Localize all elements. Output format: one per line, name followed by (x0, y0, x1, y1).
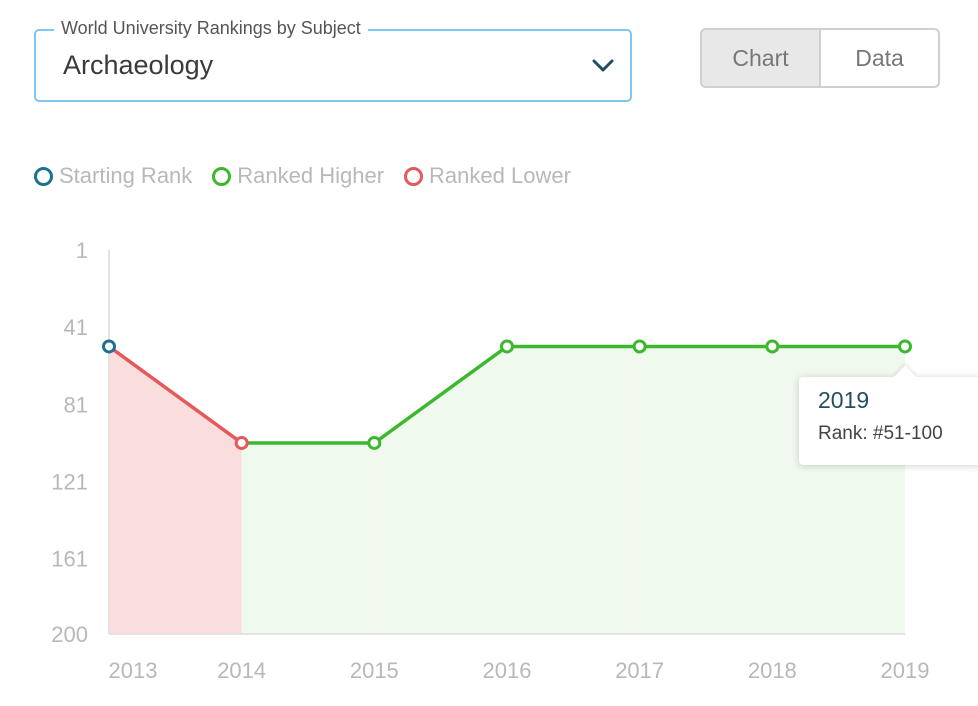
chart-legend: Starting Rank Ranked Higher Ranked Lower (34, 162, 591, 190)
data-point-2016 (500, 339, 514, 354)
x-tick-label-2013: 2013 (109, 658, 158, 683)
area-segment-2015 (374, 346, 507, 634)
data-view-button[interactable]: Data (855, 44, 904, 71)
chart-tooltip: 2019 Rank: #51-100 (799, 365, 978, 465)
legend-marker-ranked-higher (212, 166, 232, 186)
y-tick-label-200: 200 (51, 622, 88, 647)
line-segment-2015-2016 (372, 344, 509, 445)
x-tick-label-2018: 2018 (748, 658, 797, 683)
x-tick-label-2017: 2017 (615, 658, 664, 683)
y-tick-label-161: 161 (51, 547, 88, 572)
view-toggle: Chart Data (700, 28, 940, 88)
tooltip-rank: Rank: #51-100 (818, 423, 943, 444)
subject-select-value: Archaeology (63, 50, 214, 80)
data-point-2014 (234, 435, 249, 450)
x-tick-label-2014: 2014 (217, 658, 266, 683)
x-tick-label-2019: 2019 (881, 658, 930, 683)
line-segment-2013-2014 (107, 344, 244, 445)
legend-item-ranked-higher[interactable]: Ranked Higher (212, 162, 384, 190)
data-point-2015 (367, 435, 382, 450)
data-point-2019 (898, 339, 912, 354)
legend-marker-ranked-lower (404, 166, 424, 186)
legend-label-ranked-lower: Ranked Lower (429, 163, 571, 188)
chevron-down-icon[interactable] (592, 58, 614, 74)
legend-label-starting-rank: Starting Rank (59, 163, 193, 188)
data-point-2017 (632, 339, 647, 354)
y-tick-label-121: 121 (51, 470, 88, 495)
y-tick-label-1: 1 (76, 238, 88, 263)
x-tick-label-2016: 2016 (483, 658, 532, 683)
legend-item-starting-rank[interactable]: Starting Rank (34, 162, 192, 190)
x-tick-label-2015: 2015 (350, 658, 399, 683)
legend-item-ranked-lower[interactable]: Ranked Lower (404, 162, 571, 190)
data-point-2013 (102, 339, 116, 354)
tooltip-year: 2019 (818, 387, 870, 413)
area-segment-2013 (109, 346, 242, 634)
subject-select[interactable]: World University Rankings by Subject Arc… (34, 16, 632, 102)
y-tick-label-41: 41 (64, 315, 88, 340)
chart-view-button[interactable]: Chart (702, 30, 821, 86)
area-segment-2016 (507, 346, 640, 634)
data-point-2018 (765, 339, 780, 354)
y-tick-label-81: 81 (64, 392, 88, 417)
legend-marker-starting-rank (34, 166, 53, 186)
legend-label-ranked-higher: Ranked Higher (237, 163, 385, 188)
subject-select-legend: World University Rankings by Subject (54, 16, 368, 40)
area-segment-2017 (639, 346, 773, 634)
area-segment-2014 (241, 442, 375, 634)
